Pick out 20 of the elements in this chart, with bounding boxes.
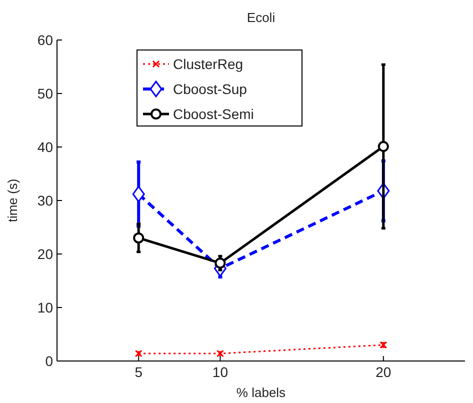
- x-axis-title: % labels: [236, 385, 286, 400]
- y-tick-label: 10: [37, 300, 54, 316]
- y-tick-label: 60: [37, 32, 54, 48]
- x-tick-label: 20: [376, 364, 392, 380]
- point: [378, 140, 389, 152]
- point: [133, 232, 144, 244]
- chart-title: Ecoli: [246, 10, 276, 25]
- legend-label: Cboost-Semi: [173, 106, 254, 122]
- y-tick-label: 40: [37, 139, 54, 155]
- legend-label: Cboost-Sup: [173, 81, 248, 97]
- point: [132, 186, 145, 202]
- y-tick-label: 0: [45, 353, 54, 369]
- x-tick-label: 10: [212, 364, 228, 380]
- y-tick-label: 20: [37, 246, 54, 262]
- y-tick-label: 50: [37, 86, 54, 102]
- legend-label: ClusterReg: [173, 56, 244, 72]
- y-axis-title: time (s): [5, 178, 20, 222]
- point: [214, 258, 226, 269]
- y-tick-label: 30: [37, 192, 54, 208]
- x-tick-label: 5: [134, 364, 143, 380]
